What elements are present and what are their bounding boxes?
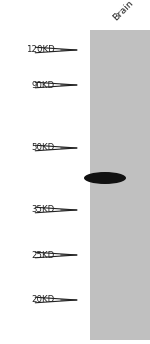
Text: 90KD: 90KD	[32, 80, 55, 89]
Bar	[90, 30, 150, 340]
Ellipse shape	[84, 172, 126, 184]
Text: Brain: Brain	[112, 0, 136, 22]
Text: 35KD: 35KD	[32, 205, 55, 215]
Text: 25KD: 25KD	[32, 250, 55, 259]
Text: 120KD: 120KD	[26, 45, 55, 54]
Text: 50KD: 50KD	[32, 143, 55, 152]
Text: 20KD: 20KD	[32, 295, 55, 304]
